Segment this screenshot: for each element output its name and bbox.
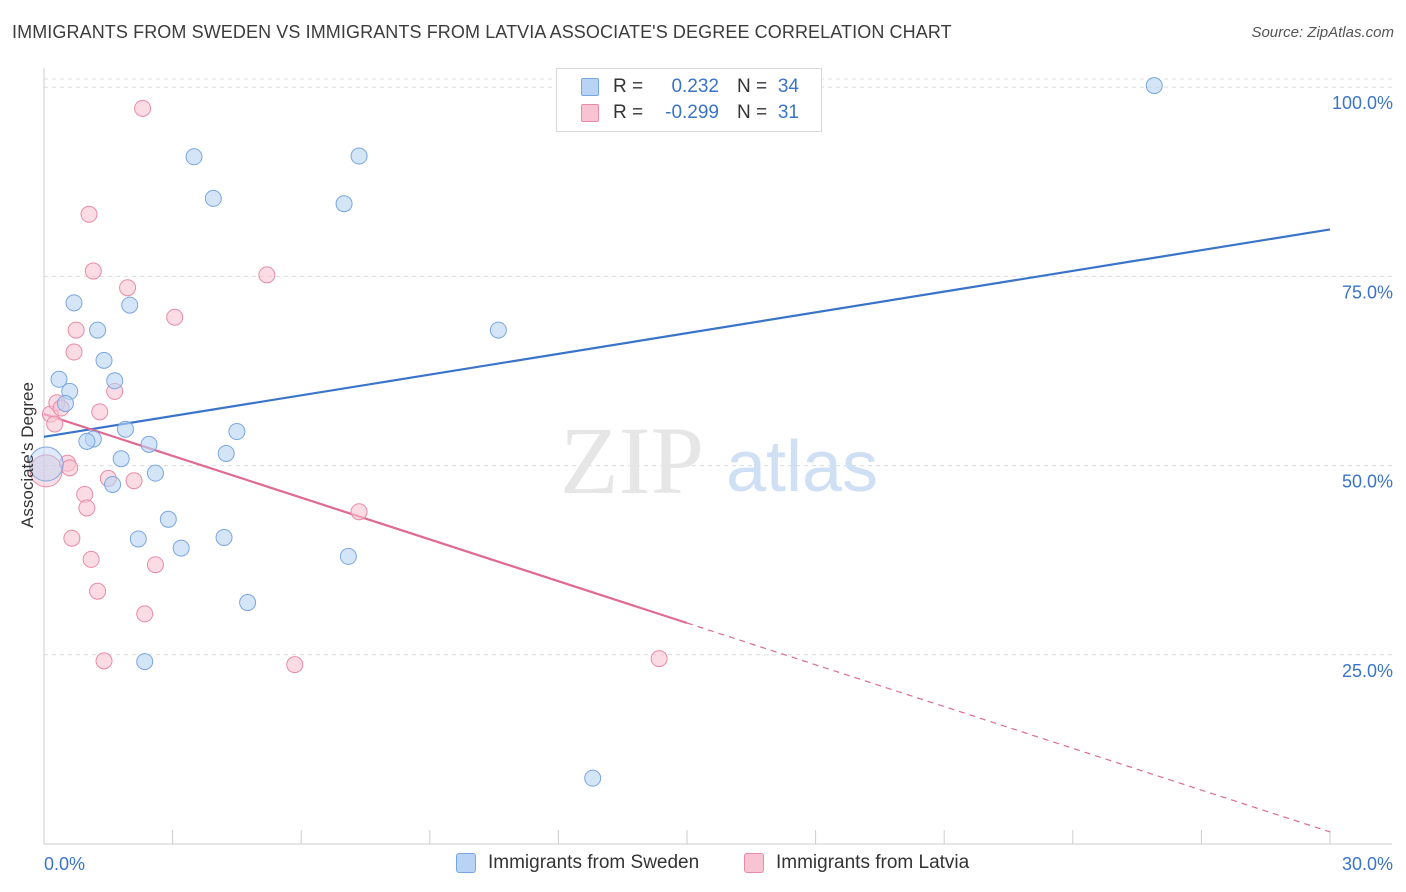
sweden-r-label: R =	[613, 76, 644, 97]
legend-item-latvia[interactable]: Immigrants from Latvia	[744, 852, 969, 874]
y-tick-label: 50.0%	[1342, 472, 1393, 492]
sweden-n-label: N =	[737, 76, 768, 97]
tick-labels: 25.0% 50.0% 75.0% 100.0% 0.0% 30.0%	[44, 93, 1393, 874]
sweden-point	[185, 148, 203, 166]
latvia-point	[65, 343, 83, 361]
latvia-point	[134, 99, 152, 117]
latvia-point	[136, 605, 154, 623]
sweden-point	[129, 530, 147, 548]
latvia-point	[84, 262, 102, 280]
sweden-point	[28, 446, 64, 482]
sweden-point	[350, 147, 368, 165]
latvia-point	[67, 321, 85, 339]
sweden-point	[1145, 77, 1163, 95]
sweden-n-value: 34	[777, 76, 799, 97]
y-tick-label: 75.0%	[1342, 282, 1393, 302]
latvia-r-label: R =	[613, 102, 644, 123]
latvia-point	[46, 415, 64, 433]
axes	[43, 68, 1392, 845]
chart-title: IMMIGRANTS FROM SWEDEN VS IMMIGRANTS FRO…	[12, 22, 952, 42]
sweden-r-value: 0.232	[671, 76, 719, 97]
latvia-point	[146, 556, 164, 574]
sweden-point	[65, 294, 83, 312]
sweden-point	[335, 195, 353, 213]
latvia-point	[82, 550, 100, 568]
latvia-legend-swatch	[744, 853, 764, 873]
sweden-swatch	[581, 78, 599, 96]
sweden-point	[146, 464, 164, 482]
sweden-legend-swatch	[456, 853, 476, 873]
sweden-point	[121, 296, 139, 314]
legend-row-latvia: R = -0.299 N = 31	[581, 101, 799, 125]
latvia-point	[61, 459, 79, 477]
latvia-point	[350, 503, 368, 521]
y-axis-label: Associate's Degree	[18, 382, 37, 528]
sweden-point	[116, 420, 134, 438]
latvia-point	[80, 205, 98, 223]
x-tick-label-min: 0.0%	[44, 854, 85, 874]
watermark-zip: ZIP	[560, 407, 704, 514]
sweden-legend-label: Immigrants from Sweden	[488, 852, 700, 873]
watermark-atlas: atlas	[726, 427, 878, 507]
sweden-points	[28, 77, 1163, 787]
sweden-point	[584, 769, 602, 787]
latvia-point	[95, 652, 113, 670]
latvia-point	[91, 403, 109, 421]
latvia-r-value: -0.299	[665, 102, 719, 123]
latvia-point	[125, 472, 143, 490]
sweden-point	[339, 547, 357, 565]
latvia-point	[78, 499, 96, 517]
sweden-point	[239, 594, 257, 612]
sweden-point	[78, 432, 96, 450]
sweden-point	[228, 423, 246, 441]
latvia-point	[119, 279, 137, 297]
trend-lines	[43, 228, 1331, 833]
latvia-points	[29, 99, 668, 674]
sweden-point	[89, 321, 107, 339]
series-legend: Immigrants from Sweden Immigrants from L…	[0, 852, 1406, 878]
sweden-point	[50, 370, 68, 388]
latvia-swatch	[581, 104, 599, 122]
sweden-point	[489, 321, 507, 339]
sweden-point	[136, 653, 154, 671]
latvia-n-label: N =	[737, 102, 768, 123]
legend-item-sweden[interactable]: Immigrants from Sweden	[456, 852, 699, 874]
latvia-point	[286, 656, 304, 674]
watermark: ZIP atlas	[560, 407, 878, 514]
sweden-point	[204, 189, 222, 207]
latvia-point	[89, 582, 107, 600]
sweden-point	[215, 528, 233, 546]
sweden-point	[106, 372, 124, 390]
sweden-point	[56, 395, 74, 413]
sweden-point	[172, 539, 190, 557]
gridlines	[44, 78, 1392, 656]
sweden-point	[112, 450, 130, 468]
sweden-point	[217, 444, 235, 462]
latvia-n-value: 31	[777, 102, 799, 123]
latvia-point	[650, 650, 668, 668]
latvia-trend-line-dashed	[686, 622, 1331, 833]
y-tick-label: 25.0%	[1342, 661, 1393, 681]
sweden-point	[140, 435, 158, 453]
latvia-point	[63, 529, 81, 547]
source-credit: Source: ZipAtlas.com	[1251, 24, 1394, 41]
x-tick-label-max: 30.0%	[1342, 854, 1393, 874]
sweden-point	[95, 351, 113, 369]
legend-row-sweden: R = 0.232 N = 34	[581, 75, 799, 99]
y-tick-label: 100.0%	[1332, 93, 1393, 113]
sweden-point	[159, 510, 177, 528]
sweden-point	[104, 475, 122, 493]
latvia-legend-label: Immigrants from Latvia	[776, 852, 970, 873]
latvia-point	[258, 266, 276, 284]
sweden-trend-line	[43, 228, 1331, 438]
latvia-point	[166, 308, 184, 326]
correlation-legend: R = 0.232 N = 34 R = -0.299 N = 31	[556, 68, 822, 132]
